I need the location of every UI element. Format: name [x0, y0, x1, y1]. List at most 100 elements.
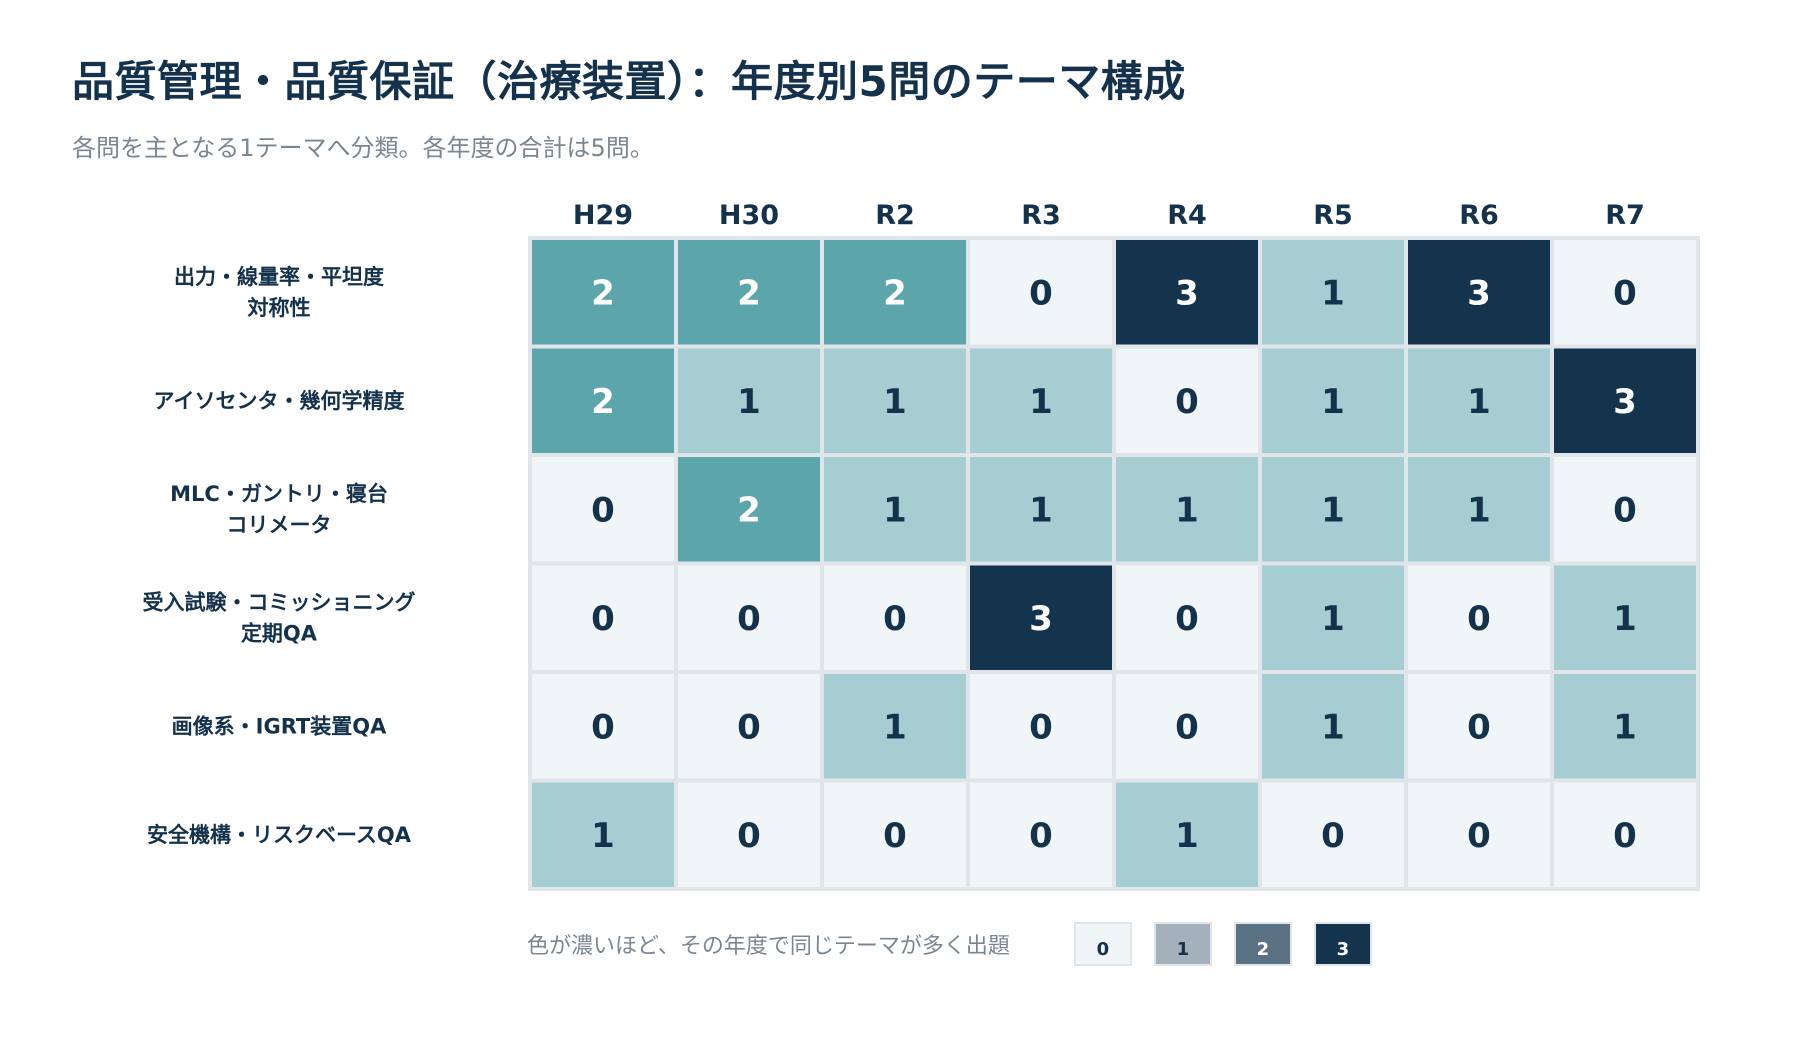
heatmap-cell	[1262, 457, 1404, 562]
heatmap-cell	[970, 457, 1112, 562]
row-label-6: 安全機構・リスクベースQA	[147, 823, 412, 847]
column-label-r2: R2	[875, 200, 915, 231]
heatmap-cell	[532, 240, 674, 345]
heatmap-cell	[678, 565, 820, 670]
chart-title: 品質管理・品質保証（治療装置）：年度別5問のテーマ構成	[72, 57, 1186, 106]
heatmap-cell	[824, 565, 966, 670]
cell-value-label: 1	[883, 707, 907, 747]
heatmap-chart: H29 H30 R2 R3 R4 R5 R6 R7 出力・線量率・平坦度対称性 2 2 2 0 3 1 3 0 ア…	[143, 200, 1700, 891]
cell-value-label: 3	[1613, 382, 1637, 422]
heatmap-cell	[1408, 565, 1550, 670]
legend-swatch-0: 0	[1073, 922, 1132, 966]
row-label-line: 受入試験・コミッショニング	[143, 590, 416, 614]
heatmap-cell	[1116, 348, 1258, 453]
cell-value-label: 1	[1613, 599, 1637, 639]
heatmap-cell	[1554, 782, 1696, 887]
heatmap-cell	[532, 782, 674, 887]
cell-value-label: 0	[591, 599, 615, 639]
cell-value-label: 1	[591, 816, 615, 856]
legend-description: 色が濃いほど、その年度で同じテーマが多く出題	[527, 934, 1010, 959]
legend-label-3: 3	[1336, 939, 1350, 960]
cell-value-label: 0	[883, 816, 907, 856]
chart-subtitle: 各問を主となる1テーマへ分類。各年度の合計は5問。	[72, 134, 654, 162]
heatmap-cell	[1554, 565, 1696, 670]
cell-value-label: 0	[591, 490, 615, 530]
heatmap-cell	[532, 565, 674, 670]
heatmap-grid	[528, 236, 1700, 891]
column-label-r6: R6	[1459, 200, 1499, 231]
cell-value-label: 0	[1467, 599, 1491, 639]
row-label-line: アイソセンタ・幾何学精度	[154, 389, 405, 413]
color-legend: 色が濃いほど、その年度で同じテーマが多く出題 0 1 2 3	[527, 920, 1394, 968]
cell-value-label: 0	[1467, 707, 1491, 747]
heatmap-cell	[678, 348, 820, 453]
cell-value-label: 1	[1175, 490, 1199, 530]
row-label-line: 出力・線量率・平坦度	[174, 265, 384, 289]
cell-value-label: 1	[1029, 382, 1053, 422]
heatmap-cell	[678, 782, 820, 887]
row-label-line: MLC・ガントリ・寝台	[170, 482, 388, 506]
heatmap-cell	[1408, 457, 1550, 562]
heatmap-cell	[1116, 565, 1258, 670]
heatmap-cell	[824, 782, 966, 887]
heatmap-cell	[532, 348, 674, 453]
heatmap-cell	[970, 782, 1112, 887]
cell-value-label: 3	[1467, 273, 1491, 313]
cell-value-label: 0	[1175, 382, 1199, 422]
cell-value-label: 0	[1175, 707, 1199, 747]
legend-label-2: 2	[1256, 939, 1270, 960]
heatmap-cell	[824, 240, 966, 345]
legend-swatch-3: 3	[1313, 922, 1372, 966]
heatmap-cell	[1262, 674, 1404, 779]
heatmap-cell	[678, 674, 820, 779]
cell-value-label: 1	[883, 490, 907, 530]
heatmap-cell	[532, 674, 674, 779]
cell-value-label: 0	[1029, 707, 1053, 747]
heatmap-cell	[824, 674, 966, 779]
cell-value-label: 1	[1321, 490, 1345, 530]
heatmap-cell	[678, 457, 820, 562]
column-label-r4: R4	[1167, 200, 1207, 231]
row-label-line: 対称性	[248, 296, 311, 320]
cell-value-label: 0	[1613, 490, 1637, 530]
heatmap-cell	[1116, 782, 1258, 887]
column-label-r5: R5	[1313, 200, 1353, 231]
cell-value-label: 0	[1029, 273, 1053, 313]
row-label-line: 安全機構・リスクベースQA	[147, 823, 412, 847]
legend-label-1: 1	[1176, 939, 1190, 960]
column-label-h30: H30	[719, 200, 779, 231]
cell-value-label: 0	[1613, 816, 1637, 856]
heatmap-cell	[1116, 240, 1258, 345]
cell-value-label: 1	[1029, 490, 1053, 530]
row-label-2: アイソセンタ・幾何学精度	[154, 389, 405, 413]
heatmap-cell	[1408, 240, 1550, 345]
cell-value-label: 1	[737, 382, 761, 422]
cell-value-label: 0	[1613, 273, 1637, 313]
cell-value-label: 1	[1321, 599, 1345, 639]
cell-value-label: 1	[1467, 490, 1491, 530]
row-label-3: MLC・ガントリ・寝台コリメータ	[170, 482, 388, 537]
cell-value-label: 1	[883, 382, 907, 422]
heatmap-cell	[824, 457, 966, 562]
heatmap-cell	[1554, 457, 1696, 562]
cell-value-label: 2	[591, 273, 615, 313]
heatmap-cell	[1262, 782, 1404, 887]
cell-value-label: 0	[1175, 599, 1199, 639]
legend-swatch-2: 2	[1233, 922, 1292, 966]
row-label-4: 受入試験・コミッショニング定期QA	[143, 590, 416, 645]
cell-value-label: 1	[1175, 816, 1199, 856]
heatmap-cell	[970, 565, 1112, 670]
column-label-r3: R3	[1021, 200, 1061, 231]
heatmap-cell	[1408, 674, 1550, 779]
cell-value-label: 1	[1613, 707, 1637, 747]
legend-label-0: 0	[1096, 939, 1110, 960]
column-label-h29: H29	[573, 200, 633, 231]
row-label-line: 定期QA	[241, 621, 318, 645]
heatmap-cell	[1554, 240, 1696, 345]
row-label-line: 画像系・IGRT装置QA	[172, 714, 387, 738]
cell-value-label: 0	[1467, 816, 1491, 856]
cell-value-label: 1	[1321, 382, 1345, 422]
heatmap-cell	[1116, 674, 1258, 779]
cell-value-label: 1	[1321, 273, 1345, 313]
row-label-1: 出力・線量率・平坦度対称性	[174, 265, 384, 320]
